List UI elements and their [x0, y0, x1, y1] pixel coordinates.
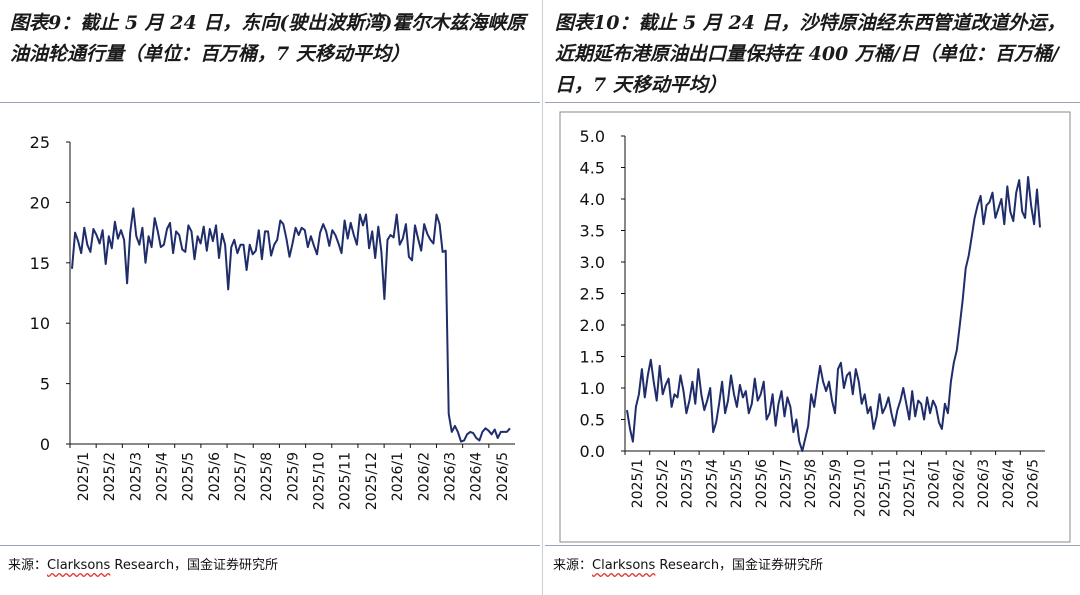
- x-tick-label: 2026/3: [442, 452, 458, 501]
- x-tick-label: 2025/10: [853, 459, 869, 517]
- right-panel: 图表10：截止 5 月 24 日，沙特原油经东西管道改道外运，近期延布港原油出口…: [545, 0, 1080, 595]
- y-tick-label: 5.0: [580, 127, 605, 146]
- x-tick-label: 2025/7: [778, 459, 794, 508]
- source-note: 来源：Clarksons Research，国金证券研究所: [553, 554, 823, 573]
- source-brand: Clarksons: [47, 558, 111, 573]
- x-tick-label: 2025/12: [364, 452, 380, 510]
- source-prefix: 来源：: [553, 558, 593, 573]
- x-tick-label: 2025/2: [655, 459, 671, 508]
- y-tick-label: 10: [30, 314, 50, 333]
- x-tick-label: 2025/8: [259, 452, 275, 501]
- x-tick-label: 2026/5: [1026, 459, 1042, 508]
- x-tick-label: 2025/9: [285, 452, 301, 501]
- x-tick-label: 2026/4: [1001, 459, 1017, 508]
- left-line-chart: 0 5 10 15 20 25 2025/1 2025/2 2025/3 2025/4 2025/5…: [30, 133, 515, 510]
- x-tick-label: 2026/3: [976, 459, 992, 508]
- x-tick-label: 2025/5: [729, 459, 745, 508]
- x-tick-label: 2026/2: [951, 459, 967, 508]
- y-tick-label: 0: [40, 435, 50, 454]
- y-tick-label: 0.0: [580, 442, 605, 461]
- y-tick-label: 3.0: [580, 253, 605, 272]
- x-tick-label: 2025/4: [155, 452, 171, 501]
- x-tick-label: 2025/2: [102, 452, 118, 501]
- x-tick-label: 2025/10: [312, 452, 328, 510]
- chart-title: 图表9：截止 5 月 24 日，东向(驶出波斯湾)霍尔木兹海峡原油油轮通行量（单…: [10, 12, 526, 65]
- x-tick-label: 2026/4: [469, 452, 485, 501]
- chart-title: 图表10：截止 5 月 24 日，沙特原油经东西管道改道外运，近期延布港原油出口…: [555, 12, 1066, 96]
- x-tick-label: 2025/9: [828, 459, 844, 508]
- x-tick-label: 2026/5: [495, 452, 511, 501]
- y-tick-label: 0.5: [580, 411, 605, 430]
- source-note: 来源：Clarksons Research，国金证券研究所: [8, 554, 278, 573]
- source-prefix: 来源：: [8, 558, 48, 573]
- y-tick-label: 2.5: [580, 285, 605, 304]
- y-tick-label: 15: [30, 254, 50, 273]
- x-tick-label: 2026/1: [927, 459, 943, 508]
- x-tick-label: 2025/4: [704, 459, 720, 508]
- x-tick-label: 2025/5: [181, 452, 197, 501]
- y-tick-label: 1.0: [580, 379, 605, 398]
- y-tick-label: 1.5: [580, 348, 605, 367]
- x-tick-label: 2026/2: [416, 452, 432, 501]
- y-tick-label: 2.0: [580, 316, 605, 335]
- title-divider: [545, 102, 1080, 103]
- x-tick-label: 2025/3: [128, 452, 144, 501]
- x-tick-label: 2025/11: [877, 459, 893, 517]
- x-tick-label: 2025/6: [754, 459, 770, 508]
- source-rest: Research，国金证券研究所: [655, 558, 824, 573]
- y-tick-label: 20: [30, 193, 50, 212]
- source-divider: [0, 545, 540, 546]
- series-line: [71, 207, 511, 443]
- y-tick-label: 5: [40, 375, 50, 394]
- y-tick-label: 3.5: [580, 222, 605, 241]
- plot-frame: [559, 111, 1071, 543]
- y-tick-label: 4.0: [580, 190, 605, 209]
- left-panel: 图表9：截止 5 月 24 日，东向(驶出波斯湾)霍尔木兹海峡原油油轮通行量（单…: [0, 12, 540, 573]
- title-divider: [0, 102, 540, 103]
- x-tick-label: 2025/8: [803, 459, 819, 508]
- panel-separator: [542, 0, 543, 595]
- x-tick-label: 2025/11: [338, 452, 354, 510]
- x-tick-label: 2025/7: [233, 452, 249, 501]
- x-tick-label: 2025/12: [902, 459, 918, 517]
- y-tick-label: 25: [30, 133, 50, 152]
- source-rest: Research，国金证券研究所: [110, 558, 279, 573]
- x-tick-label: 2025/3: [680, 459, 696, 508]
- series-line: [626, 176, 1041, 452]
- source-divider: [545, 545, 1080, 546]
- x-tick-label: 2025/6: [207, 452, 223, 501]
- x-tick-label: 2026/1: [390, 452, 406, 501]
- y-tick-label: 4.5: [580, 159, 605, 178]
- source-brand: Clarksons: [592, 558, 656, 573]
- x-tick-label: 2025/1: [76, 452, 92, 501]
- x-tick-label: 2025/1: [630, 459, 646, 508]
